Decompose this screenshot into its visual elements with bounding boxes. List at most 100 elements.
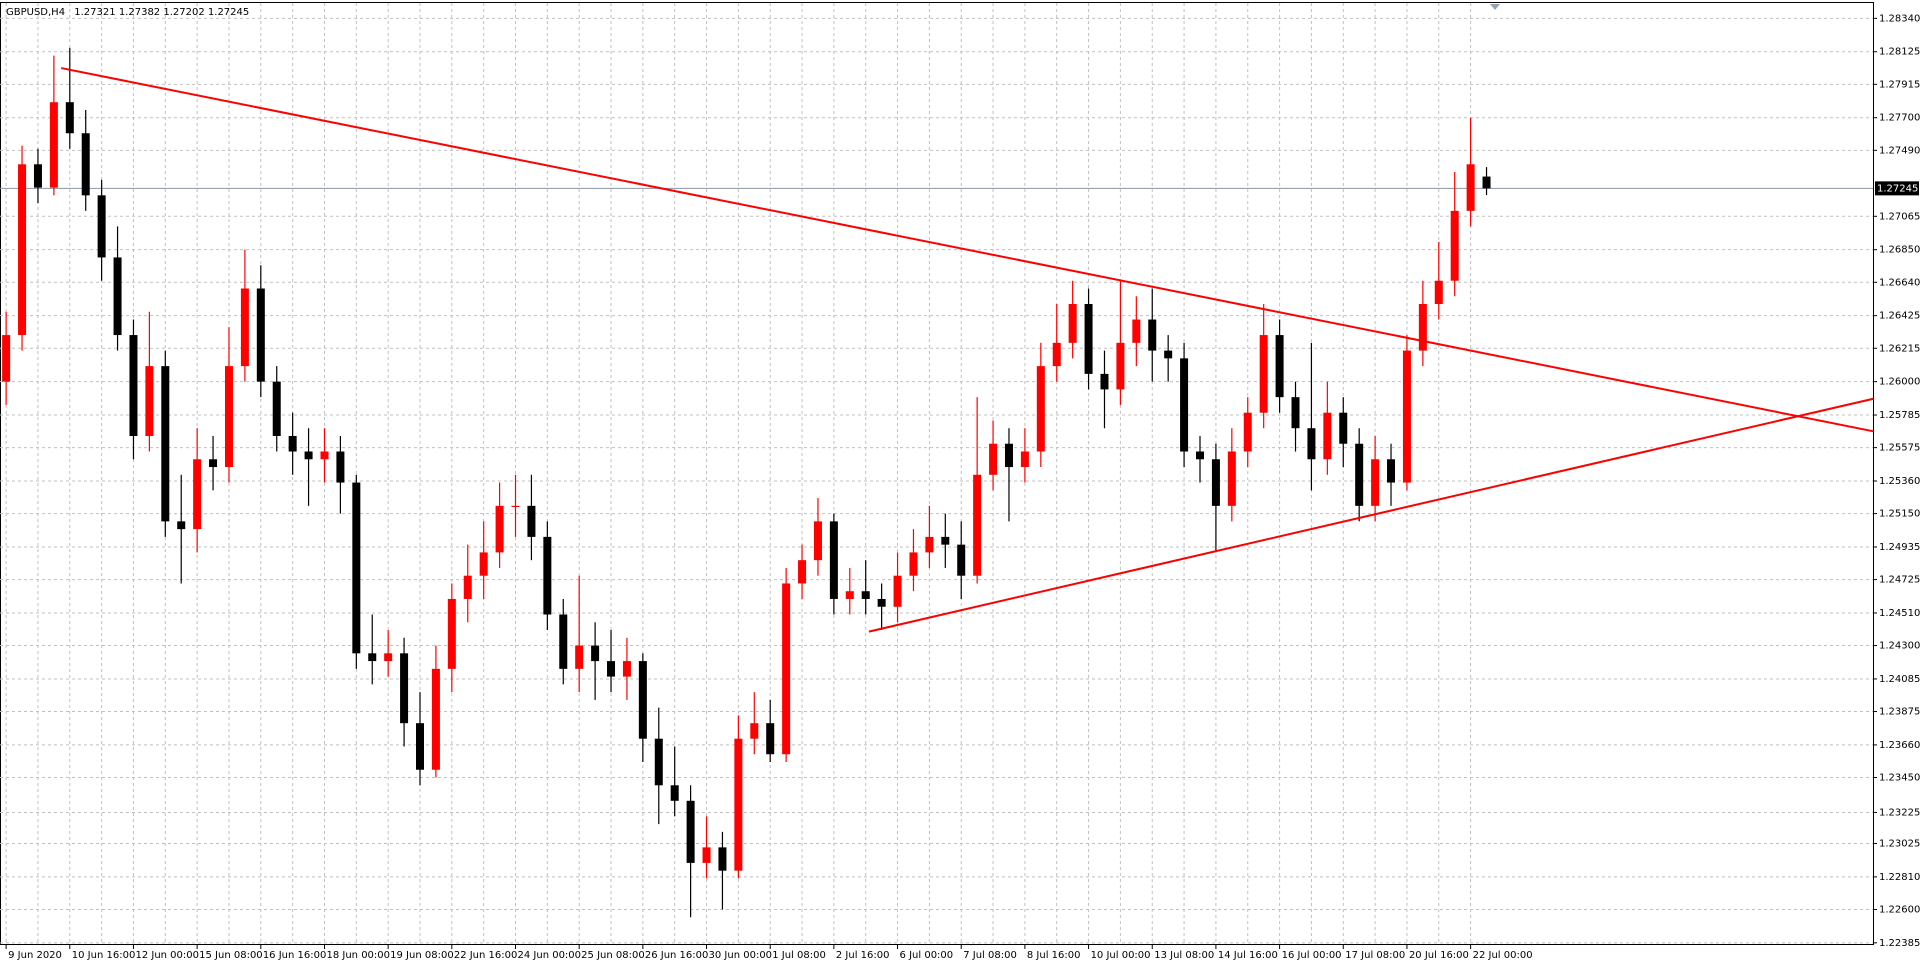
y-tick-label: 1.27490 [1879, 145, 1920, 156]
current-price-box [1875, 181, 1919, 196]
plot-frame [0, 2, 1874, 945]
candle-body [129, 335, 138, 436]
candle-body [1227, 451, 1236, 506]
candle-body [1100, 373, 1109, 390]
y-tick-label: 1.26850 [1879, 245, 1920, 256]
x-tick-label: 10 Jun 16:00 [72, 950, 136, 961]
candle-body [973, 474, 982, 576]
candle-body [81, 133, 90, 196]
candle-body [798, 560, 807, 584]
candle-body [511, 505, 520, 508]
y-tick-label: 1.24510 [1879, 608, 1920, 619]
candle-body [1020, 451, 1029, 468]
candle-body [1482, 176, 1491, 189]
candle-body [1371, 459, 1380, 506]
last-open: 1.27321 [74, 7, 115, 18]
x-tick-label: 9 Jun 2020 [8, 950, 62, 961]
x-tick-label: 25 Jun 08:00 [581, 950, 645, 961]
candle-body [1116, 342, 1125, 390]
y-tick-label: 1.26640 [1879, 277, 1920, 288]
candle-body [1466, 164, 1475, 211]
candle-body [161, 366, 170, 522]
x-tick-label: 30 Jun 00:00 [709, 950, 773, 961]
candle-body [622, 661, 631, 677]
candle-body [368, 653, 377, 662]
symbol: GBPUSD,H4 [6, 7, 65, 18]
y-tick-label: 1.28340 [1879, 13, 1920, 24]
y-tick-label: 1.23660 [1879, 740, 1920, 751]
candle-body [18, 164, 27, 336]
x-tick-label: 14 Jul 16:00 [1218, 950, 1278, 961]
candle-body [336, 451, 345, 483]
candle-body [654, 738, 663, 786]
x-tick-label: 13 Jul 08:00 [1154, 950, 1214, 961]
candle-body [49, 102, 58, 188]
last-low: 1.27202 [163, 7, 204, 18]
candle-body [1291, 397, 1300, 429]
y-tick-label: 1.28125 [1879, 47, 1920, 58]
y-tick-label: 1.22385 [1879, 938, 1920, 949]
candle-body [782, 583, 791, 755]
chart-title: GBPUSD,H4 1.27321 1.27382 1.27202 1.2724… [6, 7, 249, 18]
candle-body [1180, 358, 1189, 452]
candle-body [1196, 451, 1204, 460]
candle-body [1339, 412, 1348, 444]
candle-body [877, 598, 886, 607]
y-tick-label: 1.26425 [1879, 311, 1920, 322]
candle-body [766, 723, 775, 755]
candle-body [352, 482, 361, 654]
candle-body [1052, 342, 1061, 367]
candle-body [224, 366, 233, 468]
last-close: 1.27245 [208, 7, 249, 18]
x-tick-label: 26 Jun 16:00 [645, 950, 709, 961]
candle-body [1418, 304, 1427, 351]
candle-body [320, 451, 329, 460]
candle-body [1387, 459, 1396, 483]
candle-body [1004, 443, 1013, 468]
marks [0, 47, 1874, 918]
candle-body [1084, 304, 1093, 374]
candle-body [702, 847, 711, 863]
candle-body [272, 381, 281, 436]
y-tick-label: 1.25575 [1879, 443, 1920, 454]
candle-body [1068, 304, 1077, 343]
y-tick-label: 1.26000 [1879, 377, 1920, 388]
candle-body [1164, 350, 1173, 359]
candle-body [925, 536, 934, 553]
y-tick-label: 1.24935 [1879, 542, 1920, 553]
x-tick-label: 19 Jun 08:00 [390, 950, 454, 961]
candle-body [686, 800, 695, 863]
candle-body [575, 645, 584, 669]
y-tick-label: 1.23025 [1879, 838, 1920, 849]
candle-body [718, 847, 727, 871]
candle-body [1132, 319, 1141, 343]
candle-body [559, 614, 568, 669]
candle-body [97, 195, 106, 258]
candle-body [145, 366, 154, 436]
x-tick-label: 20 Jul 16:00 [1409, 950, 1469, 961]
candle-body [829, 521, 838, 599]
x-tick-label: 1 Jul 08:00 [772, 950, 826, 961]
candle-body [2, 335, 11, 382]
x-tick-label: 12 Jun 00:00 [135, 950, 199, 961]
candle-body [209, 459, 218, 468]
candle-body [527, 505, 536, 537]
y-tick-label: 1.25785 [1879, 410, 1920, 421]
candle-body [1211, 459, 1220, 506]
x-tick-label: 18 Jun 00:00 [326, 950, 390, 961]
candle-body [479, 552, 488, 576]
candle-body [400, 653, 409, 724]
y-tick-label: 1.25360 [1879, 476, 1920, 487]
y-tick-label: 1.22600 [1879, 904, 1920, 915]
current-price-label: 1.27245 [1877, 183, 1918, 194]
candle-body [113, 257, 122, 336]
candle-body [813, 521, 822, 561]
candle-body [591, 645, 600, 662]
candle-body [256, 288, 265, 382]
candle-body [384, 653, 393, 662]
x-tick-label: 16 Jun 16:00 [263, 950, 327, 961]
candle-body [1148, 319, 1157, 351]
candle-body [240, 288, 249, 367]
x-tick-label: 22 Jul 00:00 [1473, 950, 1533, 961]
